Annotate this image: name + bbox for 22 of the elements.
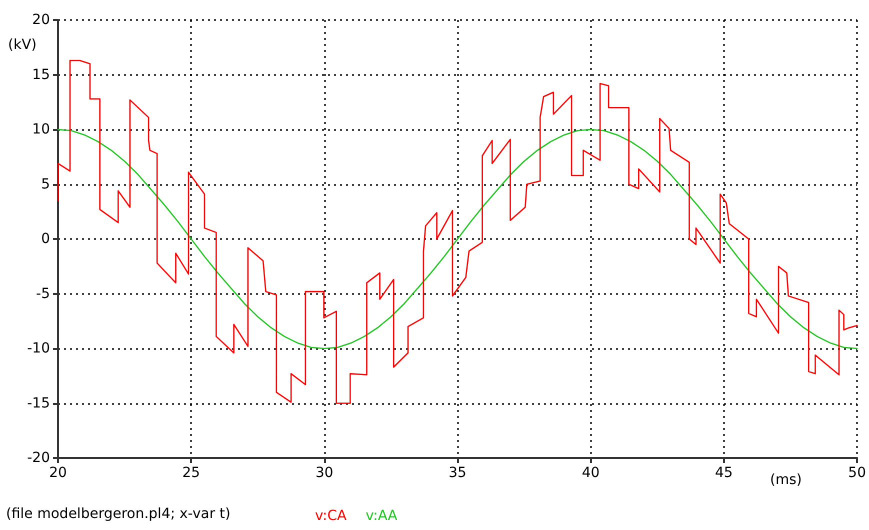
y-tick-label: 15 <box>32 66 50 83</box>
line-series <box>57 128 858 350</box>
x-axis-title: (ms) <box>770 472 802 488</box>
text: (file modelbergeron.pl4; x-var t) <box>6 506 231 522</box>
y-tick-label: -10 <box>27 340 50 356</box>
y-tick-label: -20 <box>27 450 50 466</box>
x-tick-label: 40 <box>582 465 600 481</box>
x-tick-label: 35 <box>448 465 466 481</box>
y-tick-label: -15 <box>27 395 50 412</box>
y-tick-label: 0 <box>41 231 50 247</box>
y-tick-label: -5 <box>36 286 50 302</box>
y-tick-label: 20 <box>32 12 50 28</box>
y-tick-label: 5 <box>41 176 50 192</box>
x-tick-label: 45 <box>714 465 733 481</box>
y-axis-title: (kV) <box>8 37 37 53</box>
x-tick-label: 25 <box>182 465 200 481</box>
text: v:AA <box>366 508 398 524</box>
x-tick-label: 50 <box>848 465 866 481</box>
text: v:CA <box>315 508 348 524</box>
line-series <box>57 60 858 404</box>
y-tick-label: 10 <box>32 122 50 138</box>
x-tick-label: 30 <box>315 465 334 481</box>
